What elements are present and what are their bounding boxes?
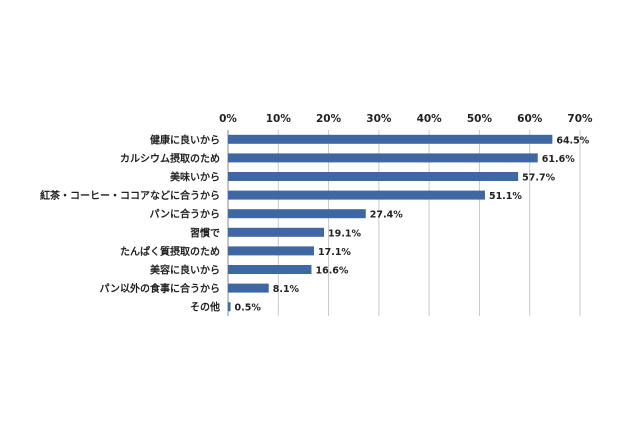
x-tick-label: 60% (517, 113, 543, 125)
value-label: 64.5% (556, 135, 589, 146)
bar (228, 134, 553, 144)
value-label: 57.7% (522, 173, 555, 184)
value-label: 51.1% (489, 191, 522, 202)
x-tick-label: 20% (316, 113, 342, 125)
bar (228, 190, 485, 200)
category-label: 美味いから (170, 171, 220, 184)
bar (228, 283, 269, 293)
category-label: 美容に良いから (150, 264, 220, 277)
bar (228, 302, 231, 312)
category-label: たんぱく質摂取のため (120, 245, 220, 258)
bar (228, 153, 538, 163)
x-tick-label: 10% (266, 113, 292, 125)
x-tick-label: 30% (366, 113, 392, 125)
category-label: その他 (190, 301, 220, 314)
value-label: 19.1% (328, 228, 361, 239)
x-tick-label: 40% (417, 113, 443, 125)
value-label: 16.6% (315, 266, 348, 277)
bar (228, 227, 325, 237)
value-label: 61.6% (542, 154, 575, 165)
x-tick-labels: 0% 10% 20% 30% 40% 50% 60% 70% (219, 113, 593, 125)
x-tick-label: 50% (467, 113, 493, 125)
x-tick-label: 0% (219, 113, 237, 125)
bar (228, 172, 519, 181)
category-label: カルシウム摂取のため (120, 152, 220, 165)
category-label: パン以外の食事に合うから (100, 282, 221, 295)
value-label: 17.1% (318, 247, 351, 258)
value-label: 0.5% (235, 303, 262, 314)
category-label: 健康に良いから (150, 133, 220, 146)
bar (228, 265, 312, 274)
bars (228, 134, 553, 312)
value-labels: 64.5% 61.6% 57.7%51.1% 27.4% 19.1% 17.1% 16.6%… (235, 135, 590, 313)
category-label: 習慣で (190, 226, 220, 239)
bar (228, 209, 366, 219)
category-label: パンに合うから (150, 208, 221, 221)
category-label: 紅茶・コーヒー・ココアなどに合うから (40, 189, 220, 202)
value-label: 27.4% (370, 210, 403, 221)
x-tick-label: 70% (567, 113, 593, 125)
bar (228, 246, 314, 256)
category-labels: 健康に良いからカルシウム摂取のため美味いから紅茶・コーヒー・ココアなどに合うから… (40, 133, 220, 313)
value-label: 8.1% (273, 284, 300, 295)
